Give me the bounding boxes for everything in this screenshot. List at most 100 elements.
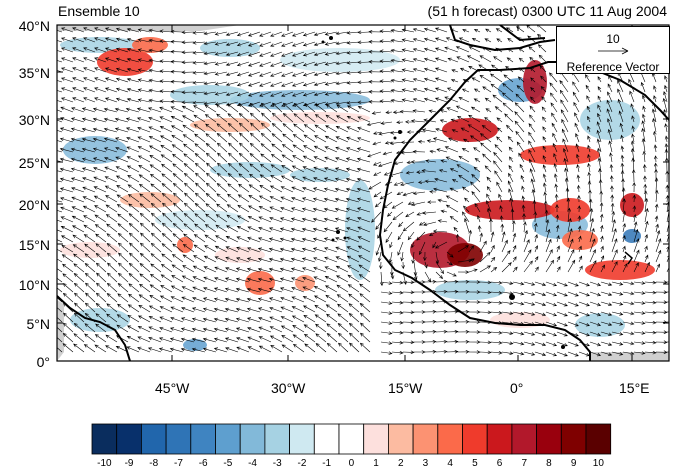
wind-vector [461,88,470,93]
wind-vector [192,297,206,303]
wind-vector [518,57,525,63]
wind-vector [125,107,140,113]
wind-vector [495,47,503,53]
wind-vector [589,249,596,263]
wind-vector [356,167,371,173]
wind-vector [433,187,448,193]
wind-vector [259,163,272,173]
wind-vector [622,254,627,263]
wind-vector [549,72,558,83]
wind-vector [534,255,539,263]
wind-vector [84,312,96,323]
wind-vector [503,74,514,83]
wind-vector [315,333,327,343]
wind-vector [159,126,173,133]
wind-vector [458,37,470,43]
wind-vector [172,202,184,213]
wind-vector [432,137,448,143]
wind-vector [531,188,536,203]
wind-vector [191,327,206,333]
wind-vector [368,100,382,104]
wind-vector [183,223,195,233]
wind-vector [259,71,272,77]
wind-vector [93,186,107,193]
wind-vector [302,81,316,87]
wind-vector [335,51,349,56]
wind-vector [375,221,382,230]
wind-vector [346,246,360,253]
wind-vector [126,146,140,153]
wind-vector [506,27,514,33]
wind-vector [633,311,646,315]
wind-vector [259,81,272,87]
wind-vector [128,262,140,273]
wind-vector [280,196,294,203]
wind-vector [248,184,261,193]
wind-vector [247,247,261,253]
wind-vector [520,174,525,183]
wind-vector [599,202,604,213]
wind-vector [631,169,636,183]
colorbar-label: -10 [97,458,112,469]
wind-vector [357,30,371,35]
wind-vector [203,266,217,273]
wind-vector [336,284,349,293]
wind-vector [398,221,404,228]
wind-vector [391,280,404,285]
wind-vector [528,131,536,143]
wind-vector [304,343,316,353]
wind-vector [477,215,481,223]
axis-ticks [57,24,669,362]
wind-vector [501,351,514,355]
wind-vector [128,283,140,293]
wind-vector [150,232,162,243]
wind-vector [57,30,63,33]
wind-vector [57,180,63,183]
wind-vector [235,267,250,273]
wind-vector [139,242,151,253]
anomaly-blob [155,210,245,230]
wind-vector [630,103,635,113]
wind-vector [644,350,657,355]
wind-vector [183,163,195,173]
wind-vector [238,132,250,143]
wind-vector [96,282,107,293]
wind-vector [380,351,393,355]
wind-vector [534,266,539,273]
wind-vector [508,146,514,153]
wind-vector [81,157,96,163]
wind-vector [512,291,525,296]
wind-vector [586,95,591,103]
wind-vector [336,294,349,303]
wind-vector [259,174,272,183]
wind-vector [292,144,305,153]
wind-vector [292,133,305,143]
wind-vector [459,67,470,73]
wind-vector [259,101,272,107]
wind-vector [181,115,195,123]
wind-vector [530,86,536,93]
wind-vector [126,28,140,33]
anomaly-blob [447,243,483,267]
wind-vector [324,61,338,66]
wind-vector [82,196,96,203]
wind-vector [126,98,140,103]
wind-vector [402,290,415,295]
wind-vector [496,136,503,143]
wind-vector [324,276,338,283]
wind-vector [92,117,107,123]
wind-vector [402,310,415,315]
wind-vector [335,91,349,96]
wind-vector [94,224,107,233]
wind-vector [460,127,470,133]
wind-vector [457,320,470,324]
wind-vector [225,41,239,46]
wind-vector [182,254,195,263]
wind-vector [507,37,514,43]
wind-vector [57,109,63,113]
wind-vector [115,47,129,53]
wind-vector [559,89,569,103]
wind-vector [449,28,459,33]
wind-vector [57,140,63,143]
wind-vector [62,332,74,343]
